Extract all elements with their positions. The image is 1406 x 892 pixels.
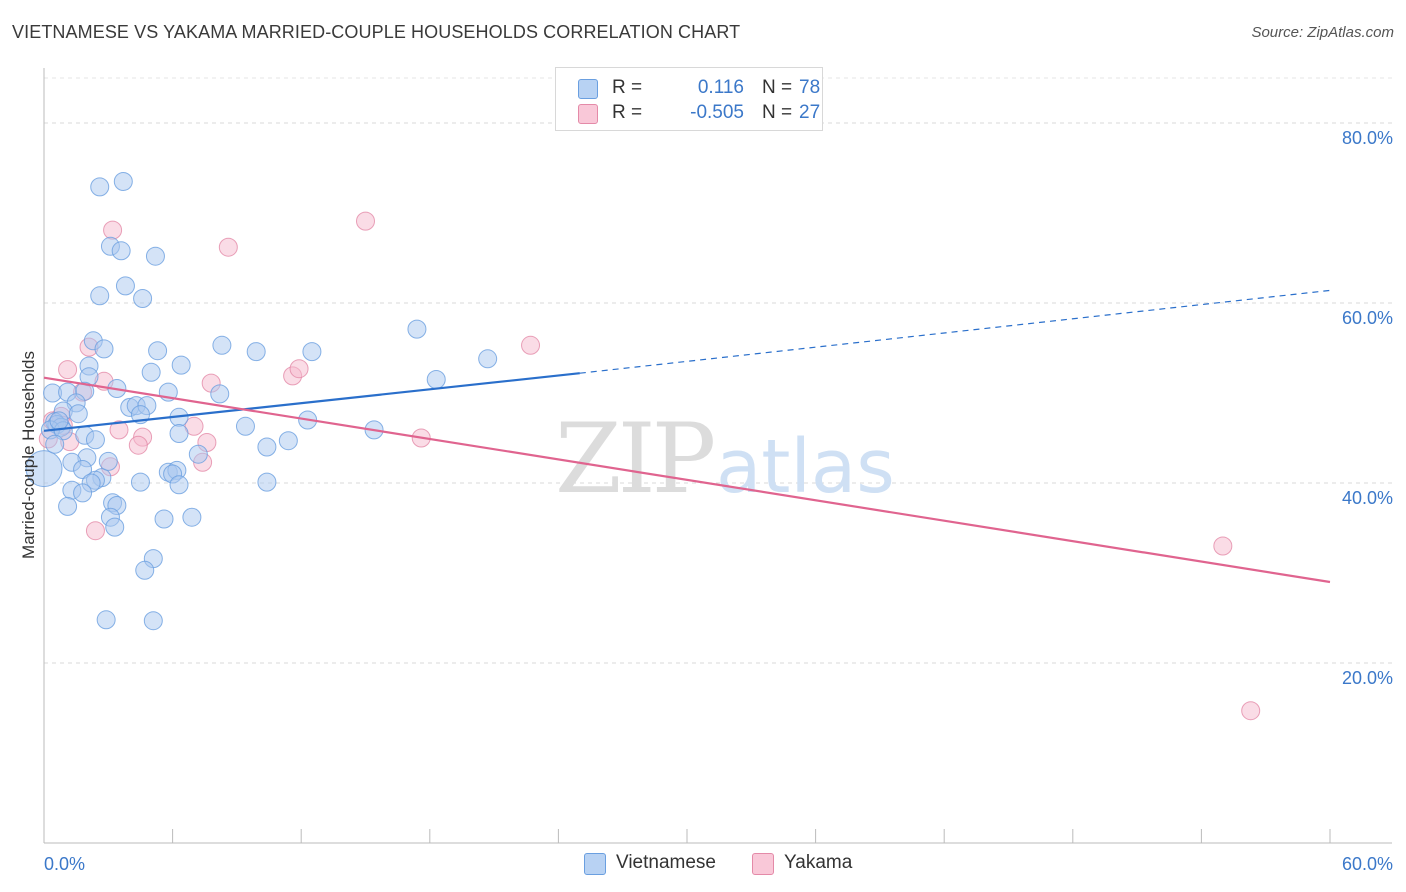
yakama-point [128,435,148,455]
vietnamese-point [145,246,165,266]
yakama-point [103,220,123,240]
vietnamese-point [210,384,230,404]
vietnamese-point [188,444,208,464]
vietnamese-point [169,424,189,443]
vietnamese-point [169,475,189,495]
y-axis-label: Married-couple Households [19,351,38,559]
vietnamese-point [115,276,135,296]
stats-legend: R = 0.116 N = 78 R = -0.505 N = 27 [555,67,823,131]
watermark: ZIP atlas [555,403,895,515]
vietnamese-trend-extension [579,289,1331,374]
vietnamese-point [113,172,133,191]
vietnamese-point [278,431,298,451]
vietnamese-point [58,496,78,516]
vietnamese-point [407,319,427,339]
vietnamese-point [73,483,93,503]
tick-labels: 20.0% 40.0% 60.0% 80.0% 0.0% 60.0% [44,128,1393,874]
vietnamese-point [49,411,69,431]
legend-n-value: 78 [799,77,821,98]
y-tick-label: 40.0% [1342,488,1393,508]
watermark-atlas: atlas [716,424,895,510]
vietnamese-point [143,611,163,631]
vietnamese-point [90,177,110,197]
vietnamese-point [133,289,153,308]
grid-lines [44,77,1392,664]
yakama-point [289,359,309,379]
legend-label-vietnamese: Vietnamese [616,852,716,873]
vietnamese-point [182,507,202,527]
yakama-point [356,211,375,231]
vietnamese-point [45,434,65,454]
vietnamese-point [426,370,446,389]
trend-lines [43,289,1331,584]
chart-title: VIETNAMESE VS YAKAMA MARRIED-COUPLE HOUS… [12,22,741,42]
vietnamese-point [105,517,125,537]
vietnamese-point [98,451,118,471]
vietnamese-point [212,335,232,355]
y-tick-label: 80.0% [1342,128,1393,148]
legend-swatch-vietnamese [584,853,606,875]
legend-n-value: 27 [799,102,821,123]
vietnamese-point [171,355,191,375]
vietnamese-point [302,342,322,362]
vietnamese-point [111,241,131,261]
yakama-point [58,360,78,380]
legend-swatch-yakama [578,104,598,124]
vietnamese-point [96,610,116,630]
legend-r-value: -0.505 [690,102,744,123]
yakama-point [218,237,238,257]
yakama-point [1241,701,1261,721]
vietnamese-trend-line [43,372,580,432]
vietnamese-point [148,341,168,361]
vietnamese-point [246,342,266,362]
legend-n-label: N = [762,77,793,98]
y-tick-label: 60.0% [1342,308,1393,328]
legend-label-yakama: Yakama [784,852,853,873]
x-tick-label: 60.0% [1342,854,1393,874]
legend-swatch-yakama [752,853,774,875]
vietnamese-point [141,362,161,382]
legend-n-label: N = [762,102,793,123]
vietnamese-point [130,472,150,492]
vietnamese-point [94,339,114,359]
vietnamese-point [257,472,277,492]
vietnamese-point [85,430,105,450]
vietnamese-point [25,450,63,488]
vietnamese-point [68,404,88,424]
vietnamese-point [478,349,498,369]
source-label: Source: ZipAtlas.com [1251,24,1394,41]
yakama-trend-line [43,376,1331,584]
yakama-point [521,335,541,355]
legend-r-value: 0.116 [697,77,744,98]
vietnamese-point [135,560,155,580]
y-tick-label: 20.0% [1342,668,1393,688]
vietnamese-point [257,437,277,457]
vietnamese-point [73,460,93,479]
legend-r-label: R = [612,102,643,123]
yakama-point [85,521,105,541]
legend-swatch-vietnamese [578,79,598,99]
vietnamese-point [154,509,174,529]
yakama-point [1213,536,1233,556]
yakama-point [109,420,129,440]
vietnamese-point [90,286,110,306]
x-tick-label: 0.0% [44,854,85,874]
vietnamese-point [235,416,255,436]
vietnamese-points [25,172,498,631]
legend-r-label: R = [612,77,643,98]
watermark-zip: ZIP [555,403,714,515]
